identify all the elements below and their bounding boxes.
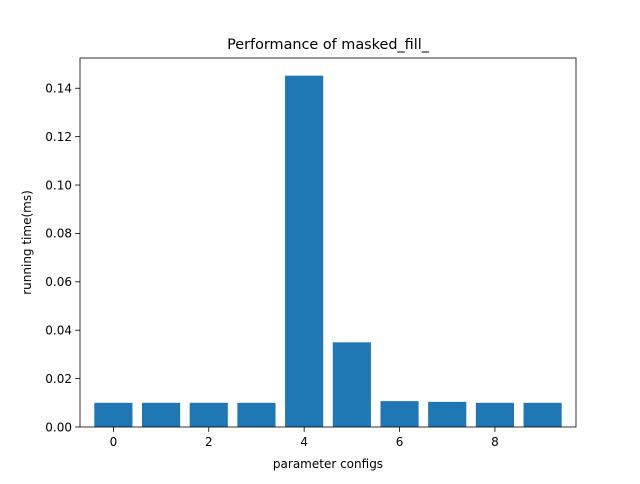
bar-2 xyxy=(189,402,228,427)
chart-title: Performance of masked_fill_ xyxy=(227,37,430,53)
x-tick-label: 6 xyxy=(396,435,404,449)
bar-0 xyxy=(94,402,133,427)
y-tick-label: 0.06 xyxy=(45,275,72,289)
y-tick-label: 0.14 xyxy=(45,82,72,96)
x-tick-label: 2 xyxy=(205,435,213,449)
x-tick-label: 4 xyxy=(300,435,308,449)
y-tick-label: 0.04 xyxy=(45,324,72,338)
y-axis-label: running time(ms) xyxy=(20,190,34,295)
bar-6 xyxy=(380,401,419,427)
bars-group xyxy=(94,75,562,427)
plot-area-frame xyxy=(79,57,577,428)
y-tick-label: 0.08 xyxy=(45,227,72,241)
bar-1 xyxy=(142,402,181,427)
y-tick-label: 0.12 xyxy=(45,130,72,144)
bar-4 xyxy=(285,75,324,427)
bar-8 xyxy=(475,402,514,427)
bar-9 xyxy=(523,402,562,427)
bar-3 xyxy=(237,402,276,427)
x-tick-label: 8 xyxy=(491,435,499,449)
bar-7 xyxy=(428,401,467,427)
bar-5 xyxy=(332,342,371,427)
x-axis-ticks: 0 2 4 6 8 xyxy=(110,427,499,449)
y-axis-ticks: 0.00 0.02 0.04 0.06 0.08 0.10 0.12 0.14 xyxy=(45,82,80,434)
x-tick-label: 0 xyxy=(110,435,118,449)
y-tick-label: 0.10 xyxy=(45,178,72,192)
x-axis-label: parameter configs xyxy=(273,457,383,471)
y-tick-label: 0.00 xyxy=(45,420,72,434)
y-tick-label: 0.02 xyxy=(45,372,72,386)
